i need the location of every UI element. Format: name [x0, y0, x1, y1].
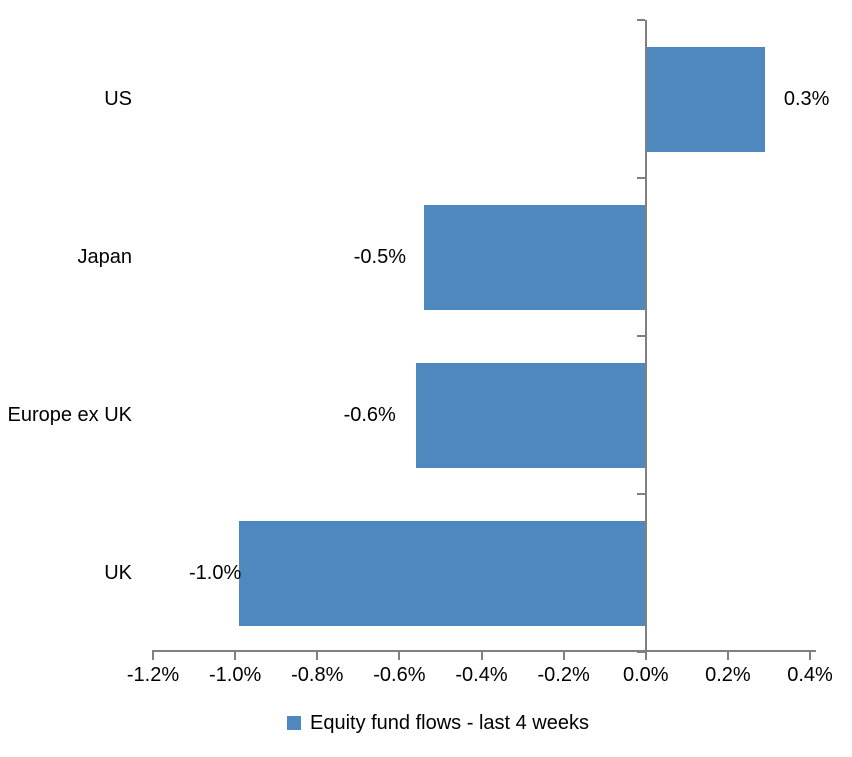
bar-value-label: -0.6% — [343, 404, 396, 426]
y-axis-tick — [636, 335, 645, 337]
x-tick-label: -0.4% — [455, 664, 508, 686]
x-axis-tick — [480, 650, 483, 660]
bar — [239, 520, 646, 626]
x-axis-tick — [152, 650, 154, 660]
bar-value-label: 0.3% — [783, 88, 830, 110]
bar — [415, 362, 646, 468]
y-axis-tick — [636, 493, 645, 495]
y-axis-tick — [636, 19, 645, 21]
legend-series-label: Equity fund flows - last 4 weeks — [309, 711, 589, 734]
x-tick-label: -0.8% — [291, 664, 344, 686]
y-axis-line — [644, 20, 647, 652]
bar-value-label: -0.5% — [353, 246, 407, 268]
x-tick-label: -0.6% — [373, 664, 426, 686]
x-tick-label: -1.0% — [209, 664, 262, 686]
x-axis-tick — [726, 650, 729, 660]
y-axis-tick — [636, 177, 645, 179]
category-label: UK — [104, 561, 132, 584]
x-axis-tick — [316, 650, 319, 660]
legend-swatch-icon — [286, 716, 301, 730]
x-tick-label: -0.2% — [537, 664, 590, 686]
x-tick-label: -1.2% — [126, 664, 180, 686]
x-axis-tick — [809, 650, 811, 660]
y-axis-tick — [636, 651, 645, 653]
x-tick-label: 0.2% — [705, 664, 751, 686]
bar-value-label: -1.0% — [188, 562, 242, 584]
x-axis-tick — [234, 650, 237, 660]
bar — [424, 204, 646, 310]
chart-legend: Equity fund flows - last 4 weeks — [12, 711, 852, 735]
x-axis-line — [153, 650, 816, 652]
x-axis-tick — [644, 650, 647, 660]
bar — [645, 46, 765, 152]
x-axis-tick — [398, 650, 401, 660]
x-axis-tick — [562, 650, 565, 660]
x-tick-label: 0.4% — [787, 664, 833, 686]
category-label: US — [104, 87, 132, 110]
category-label: Japan — [77, 245, 133, 268]
x-tick-label: 0.0% — [622, 664, 669, 686]
category-label: Europe ex UK — [7, 403, 132, 426]
